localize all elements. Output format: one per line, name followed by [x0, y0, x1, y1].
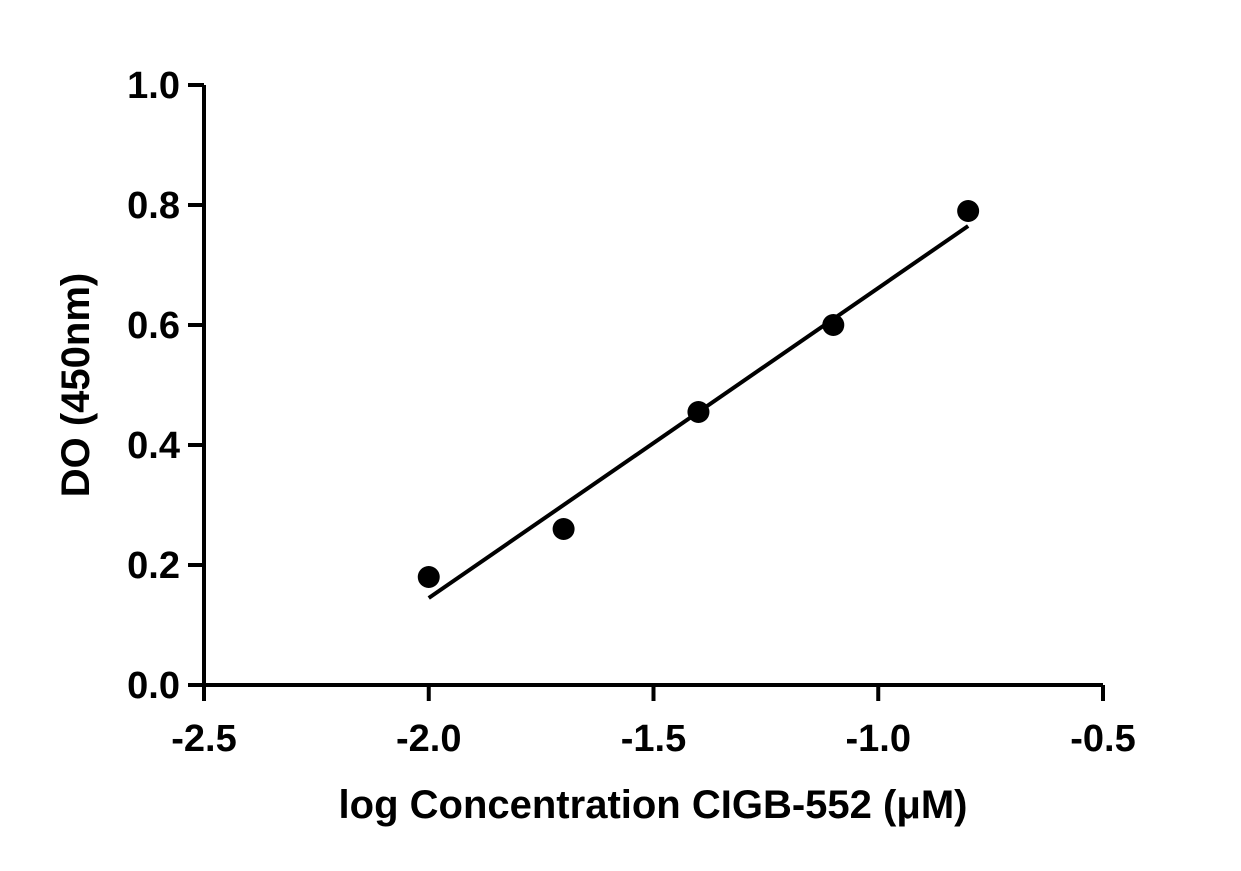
y-tick-label: 1.0	[127, 65, 180, 107]
y-tick-label: 0.4	[127, 425, 180, 467]
y-axis: 0.0 0.2 0.4 0.6 0.8 1.0	[127, 65, 206, 707]
x-tick-label: -2.5	[171, 718, 236, 760]
x-axis-title: log Concentration CIGB-552 (μM)	[339, 783, 968, 827]
data-point	[822, 314, 845, 336]
y-tick-label: 0.6	[127, 305, 180, 347]
x-tick-label: -0.5	[1070, 718, 1135, 760]
x-tick-label: -1.0	[846, 718, 911, 760]
y-axis-title: DO (450nm)	[54, 273, 98, 498]
data-point	[957, 200, 980, 222]
x-tick-label: -2.0	[396, 718, 461, 760]
y-tick-label: 0.0	[127, 665, 180, 707]
x-tick-label: -1.5	[621, 718, 686, 760]
data-point	[687, 401, 710, 423]
y-tick-label: 0.8	[127, 185, 180, 227]
data-point	[552, 518, 575, 540]
x-axis: -2.5 -2.0 -1.5 -1.0 -0.5	[171, 683, 1136, 760]
plot-area	[417, 200, 980, 600]
data-point	[417, 566, 440, 588]
y-tick-label: 0.2	[127, 545, 180, 587]
